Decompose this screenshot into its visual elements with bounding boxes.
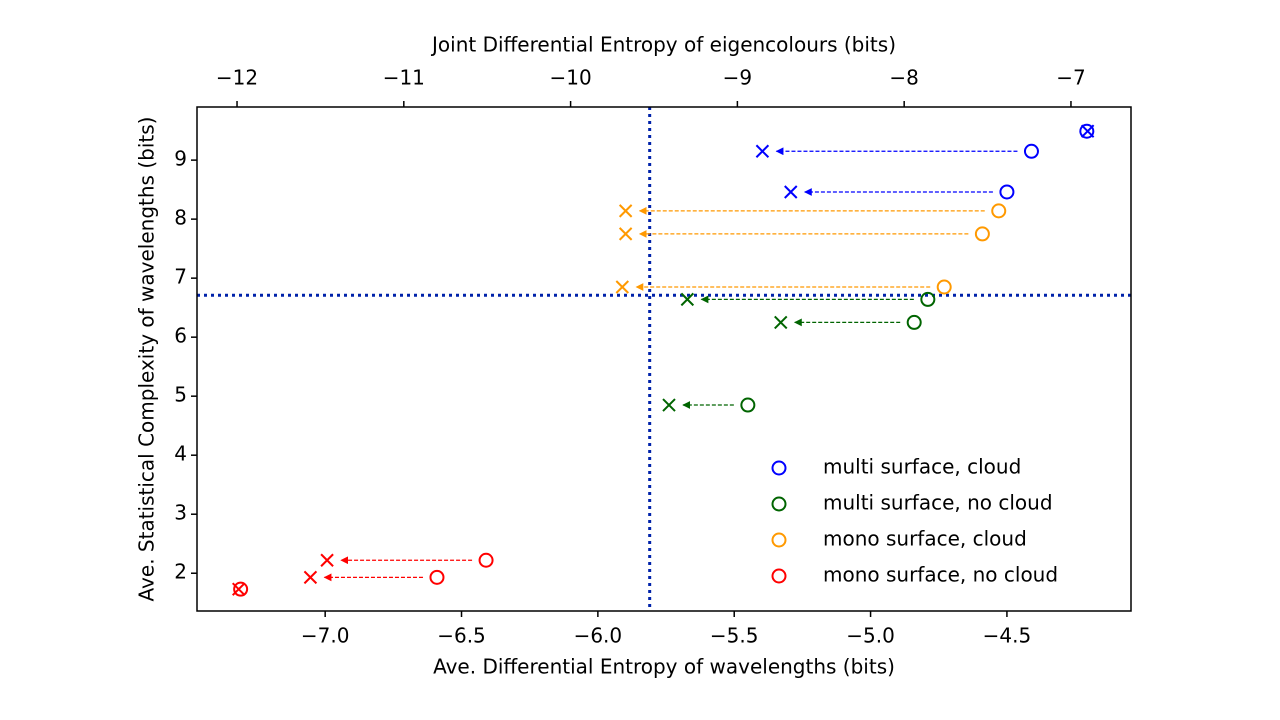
point bbox=[429, 569, 445, 585]
point bbox=[1079, 123, 1095, 139]
y-tick-label: 8 bbox=[174, 206, 187, 230]
x2-tick-label: −11 bbox=[383, 66, 425, 90]
y-tick-label: 6 bbox=[174, 324, 187, 348]
legend-label: multi surface, cloud bbox=[823, 455, 1021, 479]
x-axis-label: Ave. Differential Entropy of wavelengths… bbox=[433, 655, 895, 679]
plot-frame bbox=[196, 106, 1132, 612]
x2-tick-label: −7 bbox=[1056, 66, 1085, 90]
point bbox=[920, 291, 936, 307]
cross bbox=[774, 315, 788, 330]
x-tick-label: −6.5 bbox=[437, 624, 486, 648]
point bbox=[991, 203, 1007, 219]
cross bbox=[618, 204, 633, 218]
x-tick-label: −4.5 bbox=[983, 624, 1032, 648]
y-tick-label: 2 bbox=[174, 560, 187, 584]
legend-label: mono surface, cloud bbox=[823, 527, 1027, 551]
y-tick-label: 4 bbox=[174, 442, 187, 466]
x2-tick-label: −12 bbox=[216, 66, 258, 90]
cross bbox=[615, 280, 630, 294]
y-tick-label: 7 bbox=[174, 265, 187, 289]
x-tick-label: −7.0 bbox=[301, 624, 350, 648]
point bbox=[906, 314, 922, 330]
cross bbox=[784, 185, 798, 199]
y-tick-label: 3 bbox=[174, 501, 187, 525]
x2-tick-label: −8 bbox=[889, 66, 918, 90]
y-tick-label: 5 bbox=[174, 383, 187, 407]
cross bbox=[680, 292, 695, 307]
point bbox=[936, 279, 952, 295]
cross bbox=[231, 582, 246, 596]
legend-marker bbox=[771, 568, 787, 584]
cross bbox=[618, 227, 633, 241]
x2-tick-label: −10 bbox=[549, 66, 591, 90]
x-tick-label: −5.0 bbox=[846, 624, 895, 648]
point bbox=[740, 397, 756, 413]
cross bbox=[662, 398, 676, 412]
legend-label: mono surface, no cloud bbox=[823, 563, 1058, 587]
legend-marker bbox=[771, 532, 787, 548]
y-tick-label: 9 bbox=[174, 147, 187, 171]
x-tick-label: −6.0 bbox=[574, 624, 623, 648]
cross bbox=[320, 553, 334, 567]
point bbox=[233, 581, 249, 597]
point bbox=[999, 184, 1015, 200]
point bbox=[974, 226, 990, 242]
point bbox=[478, 552, 494, 568]
legend-label: multi surface, no cloud bbox=[823, 491, 1053, 515]
x2-tick-label: −9 bbox=[723, 66, 752, 90]
x2-axis-label: Joint Differential Entropy of eigencolou… bbox=[430, 33, 896, 57]
cross bbox=[755, 144, 770, 158]
point bbox=[1023, 143, 1039, 159]
cross bbox=[303, 570, 318, 585]
legend-marker bbox=[771, 496, 787, 512]
y-axis-label: Ave. Statistical Complexity of wavelengt… bbox=[135, 117, 159, 602]
x-tick-label: −5.5 bbox=[710, 624, 759, 648]
cross bbox=[1080, 124, 1095, 138]
legend-marker bbox=[771, 460, 787, 476]
